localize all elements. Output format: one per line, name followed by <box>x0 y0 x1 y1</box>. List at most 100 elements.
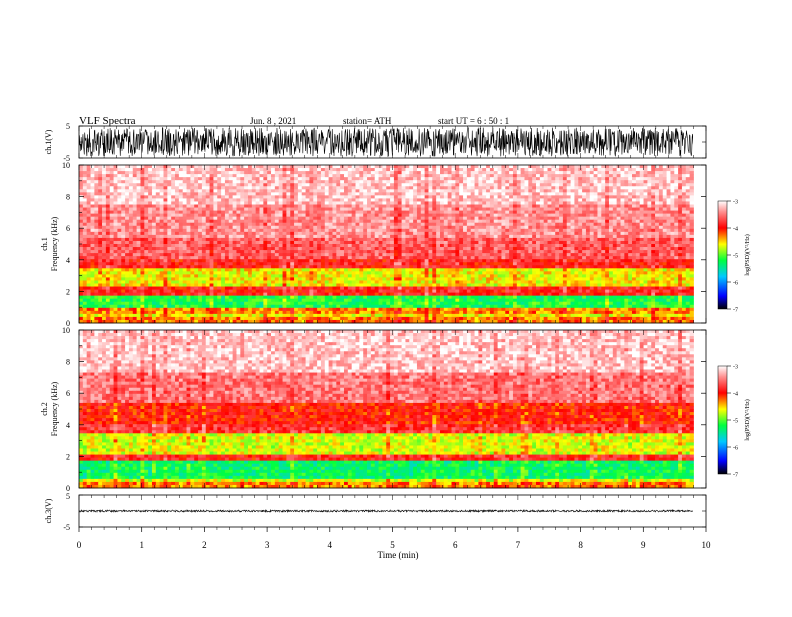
ch1-spectrogram-cell <box>128 253 134 257</box>
ch1-spectrogram-cell <box>658 177 664 181</box>
ch1-spectrogram-cell <box>474 250 479 254</box>
ch1-spectrogram-cell <box>201 213 207 218</box>
ch1-spectrogram-cell <box>282 168 287 172</box>
ch1-spectrogram-cell <box>612 198 618 202</box>
ch1-spectrogram-cell <box>301 168 306 172</box>
ch1-spectrogram-cell <box>159 174 164 178</box>
ch1-spectrogram-cell <box>144 228 149 233</box>
ch1-spectrogram-cell <box>113 256 118 260</box>
ch1-spectrogram-cell <box>175 222 180 227</box>
ch1-spectrogram-cell <box>320 165 326 169</box>
ch1-spectrogram-cell <box>347 234 353 239</box>
ch1-spectrogram-cell <box>674 180 679 184</box>
ch1-spectrogram-cell <box>632 237 637 242</box>
ch1-spectrogram-cell <box>255 168 260 172</box>
ch1-spectrogram-cell <box>639 228 644 233</box>
ch1-spectrogram-cell <box>420 244 426 248</box>
ch1-spectrogram-cell <box>443 250 449 254</box>
ch1-spectrogram-cell <box>486 174 491 178</box>
ch1-spectrogram-cell <box>224 168 230 172</box>
ch1-spectrogram-cell <box>639 240 644 245</box>
ch1-spectrogram-cell <box>486 204 491 208</box>
ch1-spectrogram-cell <box>651 256 656 260</box>
ch1-spectrogram-cell <box>405 165 410 169</box>
ch1-spectrogram-cell <box>643 204 648 208</box>
ch1-spectrogram-cell <box>163 210 168 215</box>
ch1-spectrogram-cell <box>674 247 679 251</box>
ch1-spectrogram-cell <box>459 228 464 233</box>
ch1-spectrogram-cell <box>144 207 149 211</box>
ch1-spectrogram-cell <box>282 253 287 257</box>
ch1-spectrogram-cell <box>109 201 114 205</box>
ch1-spectrogram-cell <box>286 183 291 187</box>
ch1-spectrogram-cell <box>428 174 433 178</box>
ch1-spectrogram-cell <box>374 228 379 233</box>
ch1-spectrogram-cell <box>155 186 161 190</box>
ch1-spectrogram-cell <box>148 219 153 224</box>
ch1-spectrogram-cell <box>90 210 95 215</box>
ch1-spectrogram-cell <box>247 219 253 224</box>
ch1-spectrogram-cell <box>628 213 633 218</box>
ch1-spectrogram-cell <box>194 180 199 184</box>
ch1-spectrogram-cell <box>612 183 618 187</box>
ch1-spectrogram-cell <box>370 244 376 248</box>
ch1-spectrogram-cell <box>459 250 464 254</box>
ch1-spectrogram-cell <box>536 207 541 211</box>
ch1-spectrogram-cell <box>178 237 184 242</box>
ch1-spectrogram-cell <box>601 210 606 215</box>
ch1-spectrogram-cell <box>478 213 483 218</box>
ch1-spectrogram-cell <box>632 247 637 251</box>
ch1-spectrogram-cell <box>509 244 514 248</box>
ch1-spectrogram-cell <box>470 210 475 215</box>
ch1-spectrogram-cell <box>332 198 337 202</box>
ch1-spectrogram-cell <box>186 207 191 211</box>
ch1-spectrogram-cell <box>351 222 356 227</box>
ch1-spectrogram-cell <box>148 247 153 251</box>
ch1-spectrogram-cell <box>155 216 161 221</box>
ch1-spectrogram-cell <box>532 244 537 248</box>
ch1-spectrogram-cell <box>428 216 433 221</box>
ch1-spectrogram-cell <box>597 204 602 208</box>
ch1-spectrogram-cell <box>420 186 426 190</box>
ch1-spectrogram-cell <box>332 171 337 175</box>
ch1-spectrogram-cell <box>324 171 330 175</box>
ch1-spectrogram-cell <box>482 213 487 218</box>
ch1-spectrogram-cell <box>186 231 191 236</box>
ch1-spectrogram-cell <box>386 201 391 205</box>
ch1-spectrogram-cell <box>401 189 406 193</box>
ch1-spectrogram-cell <box>539 171 545 175</box>
ch1-spectrogram-cell <box>163 253 168 257</box>
ch1-spectrogram-cell <box>658 225 664 230</box>
ch1-spectrogram-cell <box>651 247 656 251</box>
ch1-spectrogram-cell <box>182 204 187 208</box>
ch1-spectrogram-cell <box>217 213 222 218</box>
ch1-spectrogram-cell <box>378 256 383 260</box>
ch1-spectrogram-cell <box>128 228 134 233</box>
ch1-spectrogram-cell <box>132 256 138 260</box>
ch1-spectrogram-cell <box>163 216 168 221</box>
ch1-spectrogram-cell <box>278 183 283 187</box>
ch1-spectrogram-cell <box>317 174 322 178</box>
ch1-spectrogram-cell <box>271 192 276 196</box>
ch1-spectrogram-cell <box>612 195 618 199</box>
ch1-spectrogram-cell <box>585 225 591 230</box>
ch1-spectrogram-cell <box>155 189 161 193</box>
ch1-spectrogram-cell <box>186 253 191 257</box>
ch1-spectrogram-cell <box>232 186 237 190</box>
ch1-spectrogram-cell <box>140 201 145 205</box>
ch1-spectrogram-cell <box>301 207 306 211</box>
ch1-spectrogram-cell <box>297 195 303 199</box>
ch1-spectrogram-cell <box>451 222 456 227</box>
ch1-spectrogram-cell <box>455 210 460 215</box>
ch1-spectrogram-cell <box>86 171 91 175</box>
ch1-spectrogram-cell <box>201 189 207 193</box>
ch1-spectrogram-cell <box>608 174 614 178</box>
ch1-spectrogram-cell <box>555 244 560 248</box>
ch1-spectrogram-cell <box>486 247 491 251</box>
ch1-spectrogram-cell <box>159 256 164 260</box>
ch1-spectrogram-cell <box>486 189 491 193</box>
ch1-spectrogram-cell <box>605 183 610 187</box>
ch1-spectrogram-cell <box>539 231 545 236</box>
ch1-spectrogram-cell <box>136 192 141 196</box>
ch1-spectrogram-cell <box>132 213 138 218</box>
